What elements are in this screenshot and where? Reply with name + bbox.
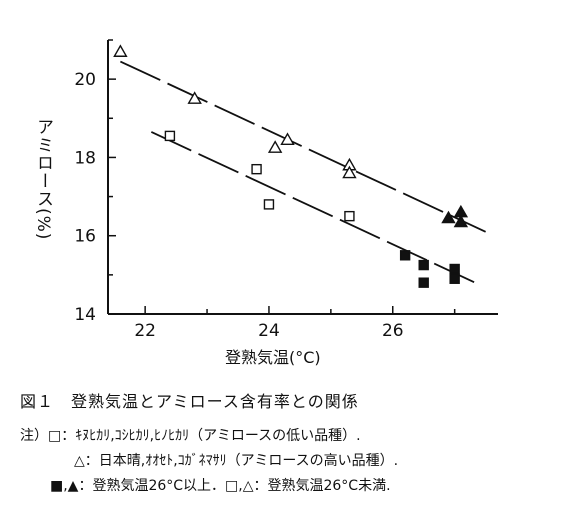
y-tick-label: 18 bbox=[74, 148, 96, 168]
note-line-1: 注）□：ｷﾇﾋｶﾘ,ｺｼﾋｶﾘ,ﾋﾉﾋｶﾘ（アミロースの低い品種）. bbox=[20, 428, 361, 444]
axes: 14 16 18 20 22 24 26 bbox=[74, 39, 498, 340]
filled-triangle-point bbox=[441, 210, 456, 224]
open-square-point bbox=[344, 210, 355, 222]
open-triangle-point bbox=[280, 132, 295, 146]
open-triangle-point bbox=[187, 91, 202, 104]
regression-line-2 bbox=[150, 131, 480, 286]
open-square-point bbox=[263, 199, 275, 210]
filled-square-point bbox=[418, 277, 429, 288]
open-triangle-point bbox=[113, 44, 128, 57]
open-triangle-point bbox=[342, 165, 357, 179]
regression-lines bbox=[120, 60, 486, 286]
regression-line-1 bbox=[120, 60, 486, 233]
x-tick-label: 22 bbox=[134, 321, 156, 340]
x-tick-label: 24 bbox=[258, 321, 280, 340]
filled-square-point bbox=[449, 263, 460, 275]
y-tick-label: 14 bbox=[74, 305, 96, 325]
figure-caption: 図１ 登熟気温とアミロース含有率との関係 bbox=[20, 392, 359, 411]
x-axis-label: 登熟気温(°C) bbox=[225, 348, 321, 367]
y-axis-label: アミロース(%) bbox=[33, 118, 53, 241]
open-triangle-point bbox=[267, 140, 283, 153]
x-tick-label: 26 bbox=[382, 321, 404, 340]
filled-square-point bbox=[399, 250, 411, 261]
note-line-2: △：日本晴,ｵｵｾﾄ,ｺｶﾞﾈﾏｻﾘ（アミロースの高い品種）. bbox=[74, 453, 399, 469]
y-tick-label: 16 bbox=[74, 227, 96, 247]
open-square-point bbox=[251, 163, 262, 175]
filled-square-point bbox=[449, 273, 460, 284]
y-tick-label: 20 bbox=[74, 70, 96, 90]
note-line-3: ■,▲：登熟気温26°C以上．□,△：登熟気温26°C未満. bbox=[50, 478, 391, 494]
scatter-chart: 14 16 18 20 22 24 26 bbox=[74, 39, 498, 340]
filled-triangle-point bbox=[453, 214, 469, 228]
data-points bbox=[113, 44, 469, 288]
filled-square-point bbox=[418, 259, 429, 271]
figure-notes: 注）□：ｷﾇﾋｶﾘ,ｺｼﾋｶﾘ,ﾋﾉﾋｶﾘ（アミロースの低い品種）. △：日本晴… bbox=[20, 424, 398, 499]
open-square-point bbox=[164, 130, 176, 142]
